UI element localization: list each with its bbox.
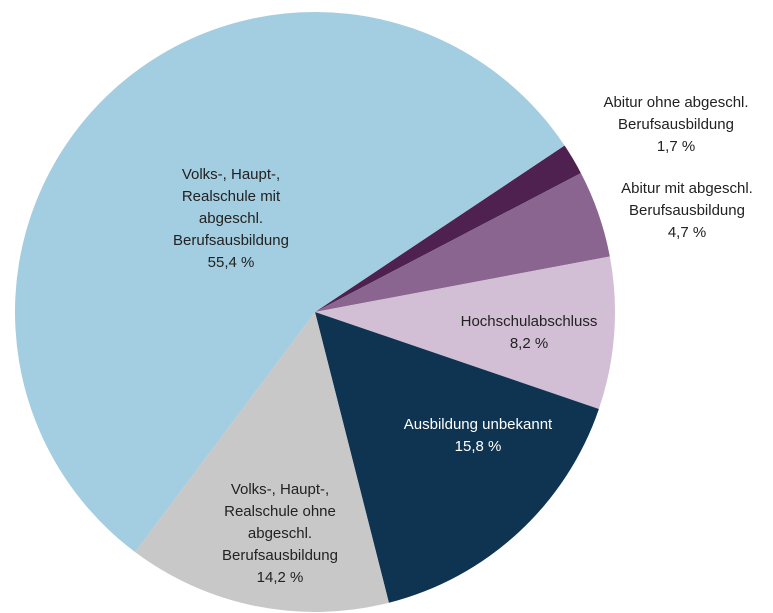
pie-slice [315,312,599,603]
slice-label: Volks-, Haupt-, Realschule mit abgeschl.… [164,164,299,274]
pie-slice [315,256,615,409]
pie-slice [315,145,581,312]
category: Hochschulabschluss [460,313,598,330]
slice-label: Ausbildung unbekannt 15,8 % [368,414,588,458]
category: Ausbildung unbekannt [403,416,553,433]
pie-slice [135,312,389,613]
value-label: 8,2 % [509,335,549,352]
category: Volks-, Haupt-, Realschule mit abgeschl.… [173,166,289,249]
value-label: 55,4 % [207,254,255,271]
pie-slice [315,173,610,312]
slice-label: Abitur mit abgeschl. Berufsausbildung 4,7… [597,178,773,244]
pie-slice [14,11,565,553]
slice-label: Hochschulabschluss 8,2 % [429,311,629,355]
value-label: 1,7 % [656,138,696,155]
value-label: 4,7 % [667,224,707,241]
value-label: 14,2 % [256,569,304,586]
value-label: 15,8 % [454,438,502,455]
category: Abitur ohne abgeschl. Berufsausbildung [603,94,749,133]
slice-label: Volks-, Haupt-, Realschule ohne abgeschl… [213,479,348,589]
slice-label: Abitur ohne abgeschl. Berufsausbildung 1,… [586,92,766,158]
category: Abitur mit abgeschl. Berufsausbildung [621,180,753,219]
category: Volks-, Haupt-, Realschule ohne abgeschl… [222,481,338,564]
